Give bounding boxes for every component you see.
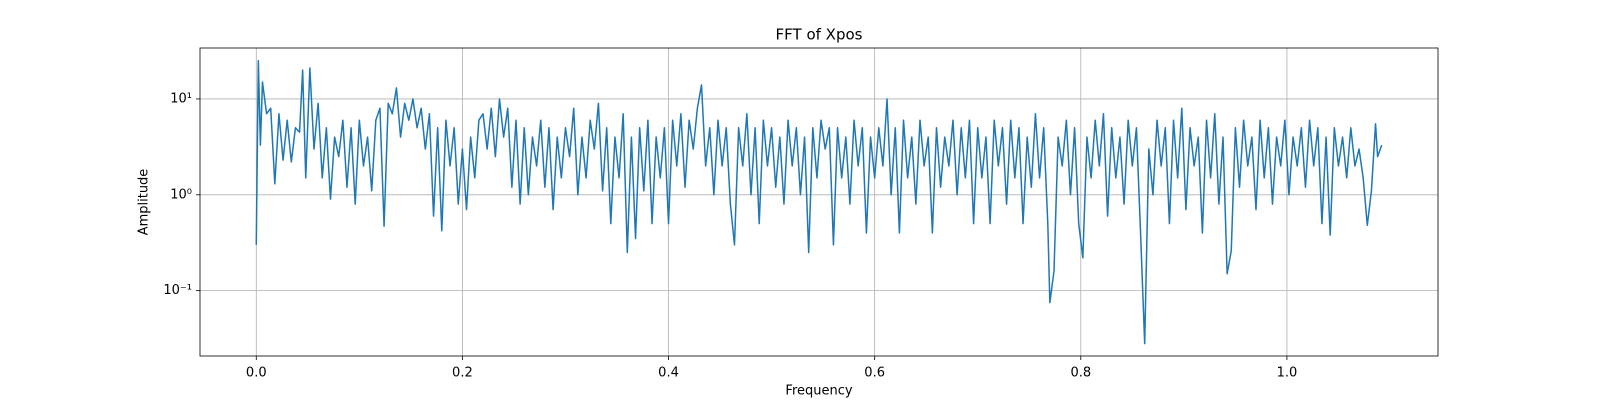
data-line [255,60,1383,345]
x-tick-label: 0.8 [1070,366,1091,381]
x-tick-label: 1.0 [1277,366,1298,381]
x-tick-label: 0.6 [864,366,885,381]
x-tick-label: 0.2 [452,366,473,381]
x-tick-label: 0.4 [658,366,679,381]
y-tick-label: 10¹ [170,91,192,106]
chart-title: FFT of Xpos [776,26,863,44]
y-tick-label: 10⁻¹ [163,283,192,298]
y-tick-label: 10⁰ [170,187,192,202]
plot-frame [199,47,1439,357]
y-axis-label: Amplitude [137,169,152,236]
x-axis-label: Frequency [785,384,852,399]
x-tick-label: 0.0 [246,366,267,381]
